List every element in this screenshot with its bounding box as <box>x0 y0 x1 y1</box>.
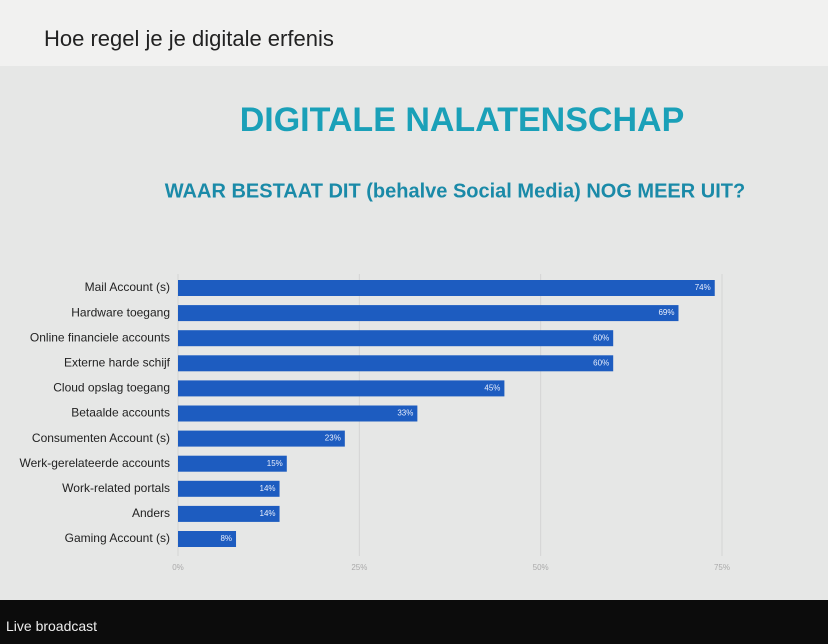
chart-subtitle: WAAR BESTAAT DIT (behalve Social Media) … <box>165 180 745 202</box>
x-tick-label: 25% <box>351 563 367 572</box>
y-tick-label: Externe harde schijf <box>64 355 171 369</box>
bar <box>178 305 679 322</box>
bar <box>178 455 287 472</box>
y-tick-label: Anders <box>132 506 170 520</box>
header: Hoe regel je je digitale erfenis <box>0 0 828 66</box>
chart: DIGITALE NALATENSCHAP WAAR BESTAAT DIT (… <box>19 101 745 572</box>
bar <box>178 355 614 372</box>
value-label: 60% <box>593 358 609 367</box>
y-tick-label: Werk-gerelateerde accounts <box>19 456 170 470</box>
value-label: 60% <box>593 333 609 342</box>
page-title: Hoe regel je je digitale erfenis <box>44 26 334 51</box>
y-tick-label: Betaalde accounts <box>71 406 170 420</box>
footer-label: Live broadcast <box>6 618 98 634</box>
y-tick-label: Cloud opslag toegang <box>53 381 170 395</box>
value-label: 45% <box>484 384 500 393</box>
x-tick-label: 75% <box>714 563 730 572</box>
value-label: 8% <box>220 534 232 543</box>
x-tick-label: 50% <box>533 563 549 572</box>
y-tick-label: Hardware toegang <box>71 305 170 319</box>
value-label: 14% <box>260 484 276 493</box>
bar <box>178 405 418 422</box>
value-label: 69% <box>658 308 674 317</box>
bar <box>178 505 280 522</box>
y-tick-label: Consumenten Account (s) <box>32 431 170 445</box>
chart-title: DIGITALE NALATENSCHAP <box>240 101 685 139</box>
bar <box>178 280 715 296</box>
y-tick-label: Work-related portals <box>62 481 170 495</box>
bar <box>178 430 345 447</box>
value-label: 74% <box>695 283 711 292</box>
x-tick-label: 0% <box>172 563 184 572</box>
bar <box>178 480 280 497</box>
bar <box>178 330 614 347</box>
value-label: 33% <box>397 409 413 418</box>
y-tick-label: Mail Account (s) <box>85 280 170 294</box>
y-tick-label: Online financiele accounts <box>30 330 170 344</box>
bar <box>178 380 505 397</box>
footer: Live broadcast <box>0 600 828 644</box>
value-label: 15% <box>267 459 283 468</box>
value-label: 14% <box>260 509 276 518</box>
value-label: 23% <box>325 434 341 443</box>
bar <box>178 531 237 547</box>
y-tick-label: Gaming Account (s) <box>65 531 170 545</box>
